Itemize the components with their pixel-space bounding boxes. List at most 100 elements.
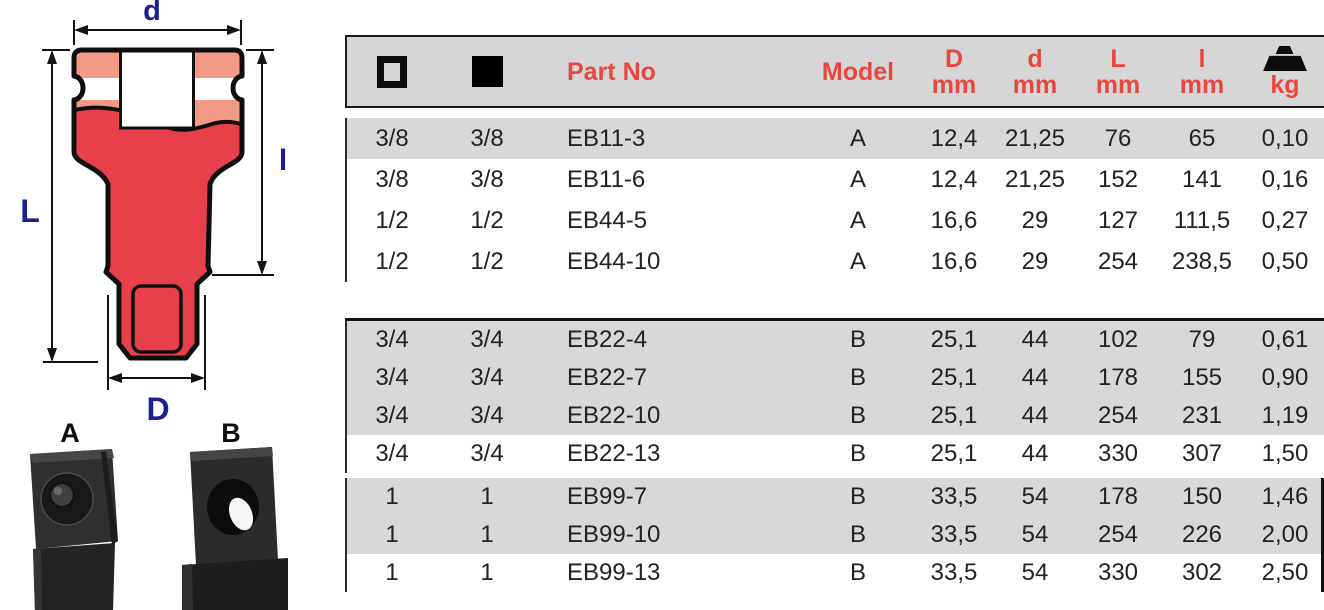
female-square-column <box>347 55 437 88</box>
cell-L: 76 <box>1104 124 1132 152</box>
cell-model: B <box>849 326 866 353</box>
cell-male: 3/8 <box>470 124 504 152</box>
cell-l: 141 <box>1181 165 1223 193</box>
socket-drawing: d l L <box>20 0 288 610</box>
cell-L: 102 <box>1097 326 1139 353</box>
cell-kg: 2,00 <box>1261 521 1309 548</box>
cell-L: 330 <box>1097 559 1139 586</box>
cell-female: 1 <box>385 483 399 510</box>
cell-D: 25,1 <box>930 326 978 353</box>
cell-part: EB99-7 <box>567 483 648 510</box>
cell-L: 254 <box>1097 247 1139 275</box>
cell-male: 3/4 <box>470 440 504 467</box>
socket-section-fill <box>74 50 242 358</box>
table-body: 3/8 3/8 EB11-3 A 12,4 21,25 76 65 0,10 3/8 3/8 EB11… <box>345 118 1324 592</box>
cell-d: 29 <box>1021 206 1049 234</box>
cell-L: 127 <box>1097 206 1139 234</box>
cell-l: 111,5 <box>1173 206 1231 234</box>
table-row: 1/2 1/2 EB44-5 A 16,6 29 127 111,5 0,27 <box>347 200 1324 241</box>
dim-label-d: d <box>143 0 161 27</box>
cell-d: 44 <box>1021 326 1049 353</box>
cell-part: EB22-13 <box>567 440 661 467</box>
cell-kg: 0,50 <box>1261 247 1309 275</box>
cell-D: 25,1 <box>930 402 978 429</box>
cell-female: 3/4 <box>375 326 409 353</box>
photo-model-b <box>182 447 288 610</box>
cell-part: EB44-10 <box>567 247 661 275</box>
cell-female: 1 <box>385 521 399 548</box>
cell-model: A <box>849 206 866 234</box>
dim-sym: l <box>1198 44 1206 73</box>
table-row: 3/4 3/4 EB22-4 B 25,1 44 102 79 0,61 <box>347 321 1324 359</box>
cell-L: 178 <box>1097 364 1139 391</box>
cell-model: A <box>849 247 866 275</box>
filled-square-icon <box>471 56 503 87</box>
dim-sym: d <box>1027 44 1043 73</box>
cell-D: 33,5 <box>930 521 978 548</box>
dim-L-header: L mm <box>1076 46 1160 98</box>
cell-kg: 0,27 <box>1261 206 1309 234</box>
table-group-1: 3/8 3/8 EB11-3 A 12,4 21,25 76 65 0,10 3/8 3/8 EB11… <box>345 118 1324 282</box>
cell-part: EB99-10 <box>567 521 661 548</box>
cell-D: 16,6 <box>930 247 978 275</box>
cell-male: 3/4 <box>470 326 504 353</box>
cell-L: 152 <box>1097 165 1139 193</box>
dim-D-header: D mm <box>914 46 994 98</box>
dim-d: d <box>73 0 242 45</box>
cell-male: 3/8 <box>470 165 504 193</box>
cell-part: EB99-13 <box>567 559 661 586</box>
dim-label-D: D <box>146 391 169 427</box>
table-group-2: 3/4 3/4 EB22-4 B 25,1 44 102 79 0,61 3/4 3/4 EB22-7… <box>345 318 1324 473</box>
dim-sym: D <box>944 44 964 73</box>
table-row: 1 1 EB99-10 B 33,5 54 254 226 2,00 <box>347 516 1321 554</box>
table-row: 3/4 3/4 EB22-10 B 25,1 44 254 231 1,19 <box>347 397 1324 435</box>
cell-d: 44 <box>1021 440 1049 467</box>
weight-unit: kg <box>1270 70 1300 99</box>
cell-l: 155 <box>1181 364 1223 391</box>
cell-male: 3/4 <box>470 402 504 429</box>
cell-model: B <box>849 402 866 429</box>
table-row: 3/4 3/4 EB22-7 B 25,1 44 178 155 0,90 <box>347 359 1324 397</box>
cell-D: 25,1 <box>930 440 978 467</box>
cell-female: 3/4 <box>375 440 409 467</box>
cell-d: 54 <box>1021 559 1049 586</box>
model-header: Model <box>821 57 895 86</box>
photo-label-b: B <box>221 418 241 448</box>
dim-unit: mm <box>1095 70 1141 99</box>
cell-female: 1/2 <box>375 247 409 275</box>
cell-L: 254 <box>1097 521 1139 548</box>
photo-label-a: A <box>60 418 80 448</box>
dim-D: D <box>107 295 206 427</box>
dim-unit: mm <box>1012 70 1058 99</box>
dim-label-L: L <box>20 193 40 229</box>
table-header: Part No Model D mm d mm L mm l mm <box>345 35 1324 108</box>
dim-l-header: l mm <box>1160 46 1244 98</box>
cell-female: 1/2 <box>375 206 409 234</box>
table-group-3: 1 1 EB99-7 B 33,5 54 178 150 1,46 1 1 EB99-10 B 33,5 5… <box>345 478 1324 592</box>
table-row: 3/4 3/4 EB22-13 B 25,1 44 330 307 1,50 <box>347 435 1324 473</box>
cell-D: 12,4 <box>930 165 978 193</box>
cell-part: EB11-6 <box>567 165 646 193</box>
cell-D: 16,6 <box>930 206 978 234</box>
cell-male: 1/2 <box>470 247 504 275</box>
photo-model-a <box>30 449 118 610</box>
cell-L: 254 <box>1097 402 1139 429</box>
dim-unit: mm <box>931 70 977 99</box>
cell-part: EB22-7 <box>567 364 648 391</box>
spec-table: Part No Model D mm d mm L mm l mm <box>345 35 1324 592</box>
left-panel: d l L <box>0 0 335 610</box>
weight-icon <box>1263 45 1307 71</box>
table-row: 1/2 1/2 EB44-10 A 16,6 29 254 238,5 0,50 <box>347 241 1324 282</box>
cell-d: 29 <box>1021 247 1049 275</box>
cell-l: 231 <box>1181 402 1223 429</box>
open-square-icon <box>377 55 407 88</box>
cell-male: 1/2 <box>470 206 504 234</box>
cell-kg: 1,46 <box>1261 483 1309 510</box>
table-row: 3/8 3/8 EB11-6 A 12,4 21,25 152 141 0,16 <box>347 159 1324 200</box>
cell-D: 25,1 <box>930 364 978 391</box>
cell-l: 302 <box>1181 559 1223 586</box>
table-row: 1 1 EB99-13 B 33,5 54 330 302 2,50 <box>347 554 1321 592</box>
cell-D: 12,4 <box>930 124 978 152</box>
cell-part: EB22-10 <box>567 402 661 429</box>
